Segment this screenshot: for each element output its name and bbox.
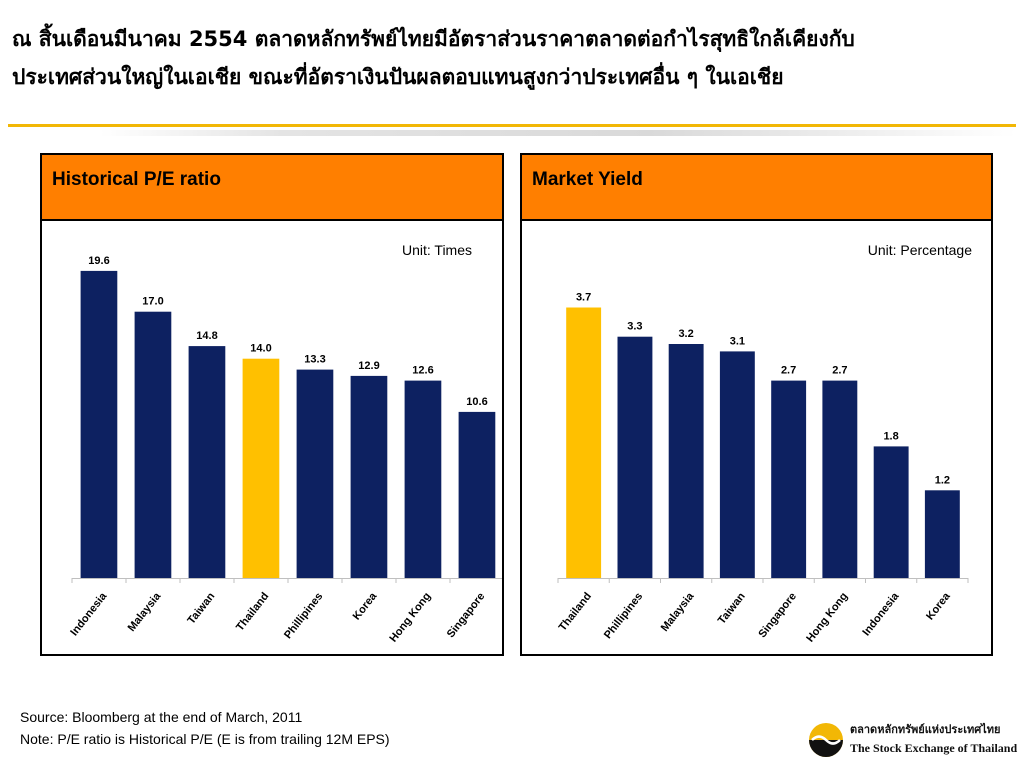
yield-category-label-korea: Korea bbox=[924, 590, 953, 623]
pe-category-label-malaysia: Malaysia bbox=[126, 590, 164, 634]
yield-value-label-malaysia: 3.2 bbox=[678, 328, 693, 340]
pe-value-label-taiwan: 14.8 bbox=[196, 330, 217, 342]
pe-category-label-thailand: Thailand bbox=[234, 590, 271, 633]
pe-category-label-taiwan: Taiwan bbox=[185, 590, 217, 626]
yield-bar-phillipines bbox=[617, 336, 653, 578]
headline-line-1: ณ สิ้นเดือนมีนาคม 2554 ตลาดหลักทรัพย์ไทย… bbox=[12, 27, 855, 51]
pe-ratio-chart-title: Historical P/E ratio bbox=[52, 169, 221, 190]
yield-bar-malaysia bbox=[668, 344, 704, 578]
yield-value-label-taiwan: 3.1 bbox=[730, 335, 745, 347]
market-yield-panel: Market Yield Unit: Percentage 3.7 Thailand… bbox=[520, 153, 993, 656]
pe-unit-label: Unit: Times bbox=[402, 242, 472, 258]
pe-category-label-phillipines: Phillipines bbox=[282, 590, 325, 641]
yield-category-label-phillipines: Phillipines bbox=[602, 590, 645, 641]
yield-bar-hong-kong bbox=[822, 380, 858, 578]
yield-value-label-phillipines: 3.3 bbox=[627, 321, 642, 333]
pe-bar-korea bbox=[350, 375, 388, 578]
logo-name-thai: ตลาดหลักทรัพย์แห่งประเทศไทย bbox=[850, 723, 1001, 736]
pe-value-label-singapore: 10.6 bbox=[466, 396, 487, 408]
yield-category-label-indonesia: Indonesia bbox=[860, 590, 902, 639]
yield-category-label-hong-kong: Hong Kong bbox=[804, 590, 850, 644]
pe-value-label-indonesia: 19.6 bbox=[88, 255, 109, 267]
yield-category-label-taiwan: Taiwan bbox=[716, 590, 748, 626]
pe-ratio-panel: Historical P/E ratio Unit: Times 19.6 Indo… bbox=[40, 153, 504, 656]
market-yield-chart-title: Market Yield bbox=[532, 169, 643, 190]
market-yield-panel-header: Market Yield bbox=[522, 155, 991, 221]
yield-bar-taiwan bbox=[719, 351, 755, 578]
pe-bar-singapore bbox=[458, 411, 496, 578]
yield-unit-label: Unit: Percentage bbox=[868, 242, 972, 258]
source-note: Source: Bloomberg at the end of March, 2… bbox=[20, 709, 303, 725]
title-divider-shadow bbox=[100, 130, 1016, 136]
yield-category-label-malaysia: Malaysia bbox=[659, 590, 697, 634]
pe-category-label-singapore: Singapore bbox=[445, 590, 488, 640]
pe-value-label-thailand: 14.0 bbox=[250, 343, 271, 355]
pe-ratio-panel-header: Historical P/E ratio bbox=[42, 155, 502, 221]
yield-category-label-singapore: Singapore bbox=[756, 590, 799, 640]
pe-category-label-korea: Korea bbox=[351, 590, 380, 623]
yield-value-label-hong-kong: 2.7 bbox=[832, 365, 847, 377]
yield-category-label-thailand: Thailand bbox=[557, 590, 594, 633]
pe-value-label-malaysia: 17.0 bbox=[142, 296, 163, 308]
logo-name-english: The Stock Exchange of Thailand bbox=[850, 741, 1018, 755]
pe-category-label-indonesia: Indonesia bbox=[68, 590, 110, 639]
pe-bar-phillipines bbox=[296, 369, 334, 578]
pe-value-label-phillipines: 13.3 bbox=[304, 354, 325, 366]
yield-bar-korea bbox=[924, 490, 960, 578]
set-logo-icon bbox=[809, 723, 843, 757]
yield-bar-indonesia bbox=[873, 446, 909, 578]
headline-line-2: ประเทศส่วนใหญ่ในเอเชีย ขณะที่อัตราเงินปั… bbox=[12, 65, 784, 89]
yield-bar-thailand bbox=[566, 307, 602, 578]
pe-bar-taiwan bbox=[188, 346, 226, 578]
footnotes: Source: Bloomberg at the end of March, 2… bbox=[20, 706, 390, 750]
headline: ณ สิ้นเดือนมีนาคม 2554 ตลาดหลักทรัพย์ไทย… bbox=[12, 20, 1012, 96]
pe-bar-hong-kong bbox=[404, 380, 442, 578]
pe-category-label-hong-kong: Hong Kong bbox=[387, 590, 433, 644]
pe-bar-malaysia bbox=[134, 311, 172, 578]
yield-bar-singapore bbox=[771, 380, 807, 578]
pe-bar-thailand bbox=[242, 358, 280, 578]
set-logo: ตลาดหลักทรัพย์แห่งประเทศไทย The Stock Ex… bbox=[808, 722, 1018, 762]
pe-value-label-hong-kong: 12.6 bbox=[412, 365, 433, 377]
title-divider bbox=[8, 124, 1016, 127]
yield-value-label-korea: 1.2 bbox=[935, 474, 950, 486]
yield-value-label-indonesia: 1.8 bbox=[883, 430, 898, 442]
yield-value-label-singapore: 2.7 bbox=[781, 365, 796, 377]
market-yield-chart: Unit: Percentage 3.7 Thailand 3.3 Phillipine… bbox=[557, 242, 973, 645]
pe-ratio-chart: Unit: Times 19.6 Indonesia 17.0 Malaysia 14.8… bbox=[68, 242, 502, 645]
pe-bar-indonesia bbox=[80, 270, 118, 578]
pe-value-label-korea: 12.9 bbox=[358, 360, 379, 372]
yield-value-label-thailand: 3.7 bbox=[576, 292, 591, 304]
definition-note: Note: P/E ratio is Historical P/E (E is … bbox=[20, 731, 390, 747]
